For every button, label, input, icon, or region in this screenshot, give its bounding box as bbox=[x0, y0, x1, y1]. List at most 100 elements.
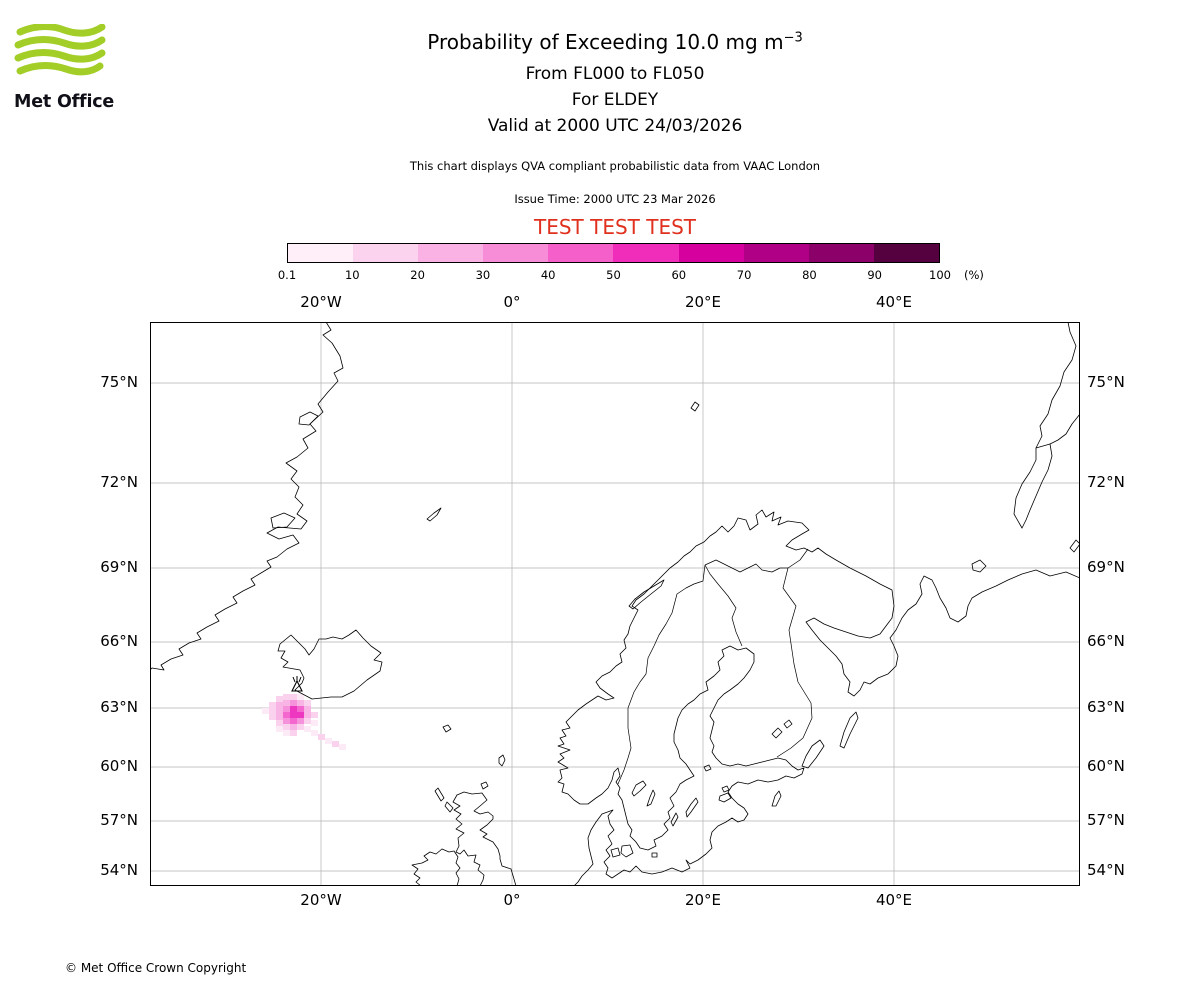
shetland-coastline bbox=[498, 754, 506, 767]
colorbar-segment bbox=[548, 244, 614, 262]
colorbar-tick-label: 80 bbox=[802, 268, 817, 282]
aland-coastline bbox=[703, 764, 712, 772]
country-borders bbox=[617, 548, 813, 785]
ash-plume-cell bbox=[304, 700, 311, 706]
jan-mayen-coastline bbox=[426, 507, 442, 522]
ash-plume-cell bbox=[297, 700, 304, 706]
sweden-finland-border bbox=[704, 564, 743, 647]
zealand-coastline bbox=[620, 844, 634, 858]
ash-plume-cell bbox=[276, 702, 283, 708]
ash-plume-cell bbox=[276, 696, 283, 702]
faroe-islands-coastline bbox=[442, 724, 452, 733]
ash-plume-cell bbox=[297, 724, 304, 730]
lat-label-right: 69°N bbox=[1087, 558, 1125, 576]
page-title: Probability of Exceeding 10.0 mg m−3 bbox=[150, 30, 1080, 54]
volcano-eruption-icon bbox=[292, 676, 302, 683]
lat-label-left: 69°N bbox=[100, 558, 138, 576]
colorbar-unit-label: (%) bbox=[964, 268, 984, 282]
britain-east-coastline bbox=[456, 791, 517, 886]
ash-plume-cell bbox=[318, 734, 325, 740]
logo-wave bbox=[16, 62, 104, 76]
ash-plume-cell bbox=[311, 720, 318, 726]
copyright-text: © Met Office Crown Copyright bbox=[65, 961, 247, 975]
ash-plume-cell bbox=[290, 718, 297, 724]
ash-plume-cell bbox=[269, 702, 276, 708]
lat-label-left: 54°N bbox=[100, 861, 138, 879]
lat-label-right: 54°N bbox=[1087, 861, 1125, 879]
matochkin-strait bbox=[1035, 443, 1051, 449]
norway-finland-border bbox=[704, 559, 788, 573]
colorbar-segment bbox=[678, 244, 744, 262]
met-office-logo: Met Office bbox=[14, 23, 124, 112]
lat-label-right: 60°N bbox=[1087, 757, 1125, 775]
issue-time: Issue Time: 2000 UTC 23 Mar 2026 bbox=[514, 192, 716, 206]
ash-plume-cell bbox=[311, 712, 318, 718]
oland-coastline bbox=[670, 812, 679, 827]
mainland-coastline bbox=[557, 509, 1080, 886]
lon-label-bottom: 0° bbox=[503, 891, 521, 909]
colorbar-tick-label: 60 bbox=[671, 268, 687, 282]
novaya-zemlya-east-coastline bbox=[1021, 413, 1080, 529]
ash-plume-cell bbox=[297, 718, 304, 724]
lat-label-left: 60°N bbox=[100, 757, 138, 775]
met-office-logo-text: Met Office bbox=[14, 92, 115, 112]
lon-label-bottom: 20°E bbox=[684, 891, 722, 909]
ash-plume-cell bbox=[297, 712, 304, 718]
ash-plume-cell bbox=[276, 726, 283, 732]
orkney-coastline bbox=[480, 781, 489, 790]
ash-plume-cell bbox=[290, 700, 297, 706]
colorbar-segment bbox=[613, 244, 679, 262]
logo-wave bbox=[14, 36, 106, 50]
ash-plume-cell bbox=[290, 730, 297, 736]
colorbar-tick-label: 20 bbox=[410, 268, 425, 282]
volcano-triangle-icon bbox=[291, 679, 303, 692]
logo-wave bbox=[16, 23, 106, 37]
ash-plume-cell bbox=[283, 706, 290, 712]
ash-plume-cell bbox=[297, 694, 304, 700]
lake-saimaa bbox=[771, 727, 783, 739]
ash-plume-cell bbox=[311, 730, 318, 736]
ash-plume-cell bbox=[283, 730, 290, 736]
map-canvas bbox=[150, 322, 1080, 886]
ash-plume-cell bbox=[283, 718, 290, 724]
lat-label-left: 75°N bbox=[100, 373, 138, 391]
lat-label-right: 66°N bbox=[1087, 632, 1125, 650]
skye-coastline bbox=[444, 801, 454, 813]
ash-plume-cell bbox=[297, 706, 304, 712]
lake-pielinen bbox=[783, 719, 793, 729]
colorbar-segment bbox=[743, 244, 809, 262]
ash-plume-cell bbox=[290, 706, 297, 712]
colorbar-tick-label: 70 bbox=[736, 268, 752, 282]
page-title-exponent: −3 bbox=[783, 30, 803, 46]
colorbar-tick-label: 0.1 bbox=[277, 268, 297, 282]
probability-colorbar bbox=[287, 243, 940, 263]
ash-plume-cell bbox=[290, 694, 297, 700]
ash-plume-cell bbox=[283, 724, 290, 730]
greenland-island bbox=[298, 411, 319, 426]
volcano-marker bbox=[291, 676, 303, 692]
ash-plume-cell bbox=[304, 726, 311, 732]
novaya-zemlya-west-coastline bbox=[1013, 322, 1077, 529]
britain-west-coastline bbox=[452, 794, 485, 886]
gotland-coastline bbox=[685, 797, 699, 818]
ash-plume-cell bbox=[339, 744, 346, 750]
lat-label-right: 57°N bbox=[1087, 811, 1125, 829]
saaremaa-coastline bbox=[718, 792, 732, 803]
colorbar-segment bbox=[873, 244, 939, 262]
lat-label-left: 63°N bbox=[100, 698, 138, 716]
lon-label-top: 20°W bbox=[300, 293, 342, 311]
lake-onega bbox=[839, 711, 859, 749]
qva-disclaimer: This chart displays QVA compliant probab… bbox=[409, 159, 821, 173]
map-gridlines bbox=[150, 322, 1080, 886]
colorbar-tick-label: 40 bbox=[540, 268, 556, 282]
flight-level-subtitle: From FL000 to FL050 bbox=[525, 64, 705, 84]
bornholm-coastline bbox=[651, 852, 658, 858]
hiiumaa-coastline bbox=[721, 785, 730, 793]
ash-plume-cell bbox=[276, 714, 283, 720]
lake-vanern bbox=[631, 780, 647, 797]
ash-plume-cell bbox=[304, 706, 311, 712]
volcano-subtitle: For ELDEY bbox=[571, 90, 659, 110]
lat-label-right: 75°N bbox=[1087, 373, 1125, 391]
lake-peipus bbox=[771, 790, 782, 807]
